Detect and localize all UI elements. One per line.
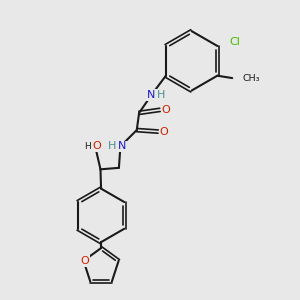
- Text: H: H: [84, 142, 91, 151]
- Text: H: H: [157, 90, 165, 100]
- Text: O: O: [92, 141, 101, 152]
- Text: Cl: Cl: [230, 38, 241, 47]
- Text: O: O: [160, 127, 169, 136]
- Text: O: O: [161, 105, 170, 115]
- Text: N: N: [147, 90, 155, 100]
- Text: CH₃: CH₃: [243, 74, 260, 82]
- Text: H: H: [108, 141, 116, 152]
- Text: N: N: [118, 141, 126, 152]
- Text: O: O: [81, 256, 89, 266]
